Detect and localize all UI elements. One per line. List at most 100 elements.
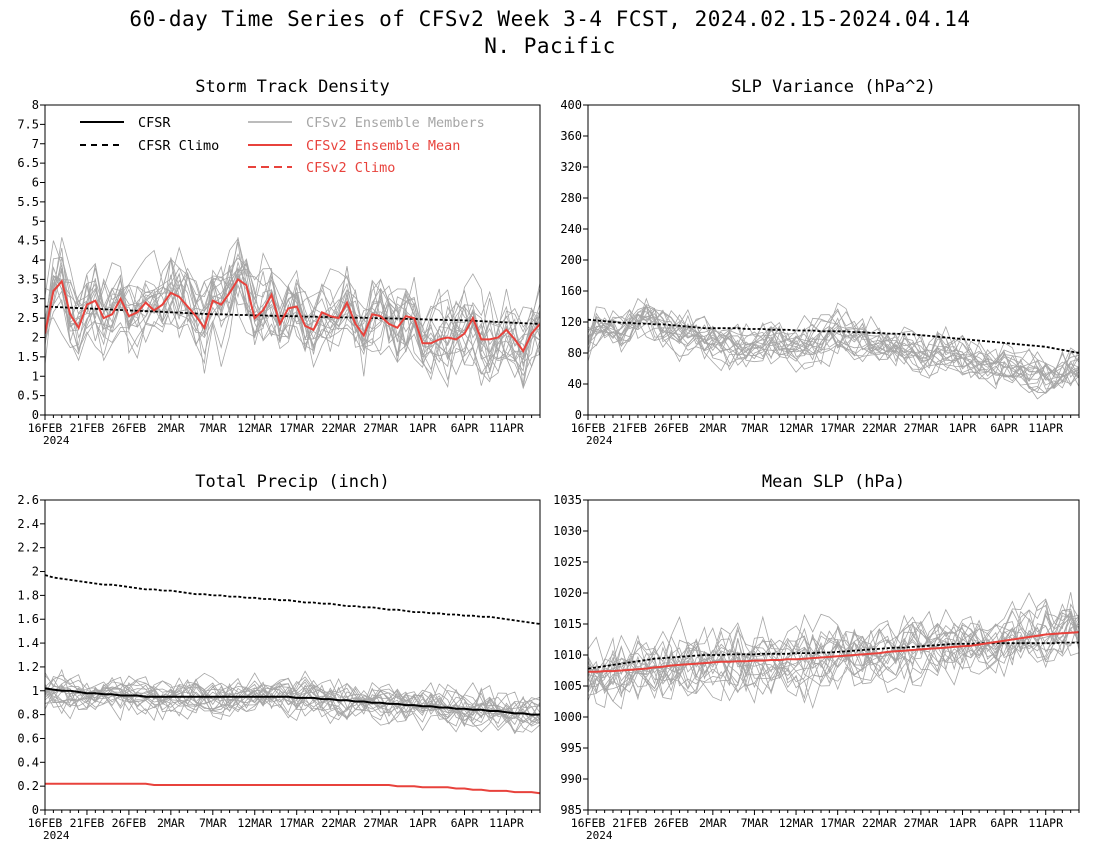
figure-title-block: 60-day Time Series of CFSv2 Week 3-4 FCS… [0, 6, 1100, 60]
x-tick-label: 21FEB [612, 421, 647, 435]
x-tick-label: 11APR [1028, 421, 1063, 435]
ensemble-member-line [588, 311, 1079, 393]
ensemble-member-line [45, 237, 540, 370]
ensemble-member-line [588, 304, 1079, 387]
x-tick-label: 7MAR [741, 816, 769, 830]
x-tick-label: 1APR [409, 816, 437, 830]
x-tick-label: 7MAR [741, 421, 769, 435]
y-tick-label: 1000 [553, 710, 582, 724]
ensemble-member-line [45, 258, 540, 376]
legend-label-cfsr: CFSR [138, 115, 171, 131]
ensemble-member-line [45, 668, 540, 719]
y-tick-label: 1010 [553, 648, 582, 662]
x-tick-label: 17MAR [820, 816, 855, 830]
x-tick-label: 1APR [409, 421, 437, 435]
y-tick-label: 160 [560, 284, 582, 298]
x-tick-label: 26FEB [112, 421, 147, 435]
y-tick-label: 320 [560, 160, 582, 174]
y-tick-label: 0 [575, 408, 582, 422]
y-tick-label: 0 [32, 803, 39, 817]
y-tick-label: 7 [32, 137, 39, 151]
series-cfsr-climo [588, 641, 1079, 670]
x-tick-label: 26FEB [112, 816, 147, 830]
x-tick-label: 6APR [990, 816, 1018, 830]
y-tick-label: 2.6 [17, 493, 39, 507]
x-tick-label: 27MAR [904, 816, 939, 830]
ensemble-member-line [588, 615, 1079, 704]
chart-panel-3: Total Precip (inch) 0 0.2 0.4 0.6 0.8 1 1.2 1.4 1… [17, 472, 541, 842]
y-tick-label: 80 [568, 346, 582, 360]
ensemble-member-line [45, 677, 540, 728]
x-tick-label: 6APR [990, 421, 1018, 435]
y-tick-label: 2 [32, 565, 39, 579]
x-tick-label: 6APR [451, 421, 479, 435]
legend-label-ensemble-mean: CFSv2 Ensemble Mean [306, 138, 460, 154]
y-tick-label: 6 [32, 176, 39, 190]
y-tick-label: 1.6 [17, 612, 39, 626]
x-tick-label: 27MAR [363, 816, 398, 830]
ensemble-member-line [588, 622, 1079, 697]
y-tick-label: 400 [560, 98, 582, 112]
series-ensemble-mean [45, 277, 540, 354]
plot-frame [587, 104, 1080, 416]
y-tick-label: 4 [32, 253, 39, 267]
x-tick-label: 22MAR [321, 816, 356, 830]
ensemble-member-line [45, 242, 540, 382]
x-tick-label: 27MAR [363, 421, 398, 435]
x-tick-label: 16FEB [28, 421, 63, 435]
x-tick-label: 6APR [451, 816, 479, 830]
x-tick-label: 22MAR [862, 421, 897, 435]
ensemble-member-line [588, 613, 1079, 693]
chart-title: Total Precip (inch) [195, 472, 389, 492]
ensemble-member-line [588, 611, 1079, 710]
ensemble-member-line [588, 603, 1079, 697]
y-tick-label: 200 [560, 253, 582, 267]
y-tick-label: 1015 [553, 617, 582, 631]
chart-panel-2: SLP Variance (hPa^2) 0 40 80 120 160 200 240 280… [560, 77, 1080, 447]
legend-label-cfsv2-climo: CFSv2 Climo [306, 160, 395, 176]
series-cfsv2-climo [45, 782, 540, 795]
y-tick-label: 1 [32, 369, 39, 383]
series-cfsr-climo [588, 318, 1079, 354]
y-tick-label: 0.5 [17, 389, 39, 403]
y-tick-label: 3 [32, 292, 39, 306]
x-tick-label: 21FEB [612, 816, 647, 830]
y-tick-label: 5.5 [17, 195, 39, 209]
ensemble-member-line [588, 308, 1079, 384]
y-tick-label: 1030 [553, 524, 582, 538]
x-tick-label: 17MAR [820, 421, 855, 435]
x-tick-label: 7MAR [199, 421, 227, 435]
y-tick-label: 0.2 [17, 779, 39, 793]
plot-area [45, 237, 540, 390]
y-tick-label: 360 [560, 129, 582, 143]
y-tick-label: 1.5 [17, 350, 39, 364]
ensemble-member-line [588, 609, 1079, 694]
plot-area [588, 592, 1079, 710]
x-tick-label: 1APR [949, 421, 977, 435]
x-tick-label: 26FEB [654, 816, 689, 830]
series-cfsv2-climo [588, 631, 1079, 673]
x-year-label: 2024 [586, 434, 613, 447]
legend-label-cfsr-climo: CFSR Climo [138, 138, 219, 154]
y-tick-label: 0 [32, 408, 39, 422]
y-tick-label: 6.5 [17, 156, 39, 170]
ensemble-member-line [588, 592, 1079, 697]
x-tick-label: 27MAR [904, 421, 939, 435]
ensemble-member-line [45, 678, 540, 733]
x-tick-label: 1APR [949, 816, 977, 830]
y-tick-label: 5 [32, 214, 39, 228]
chart-panel-1: Storm Track Density 0 0.5 1 1.5 2 2.5 3 3.5 4 4.5 5… [17, 77, 541, 447]
ensemble-member-line [45, 677, 540, 726]
figure-title: 60-day Time Series of CFSv2 Week 3-4 FCS… [129, 7, 971, 31]
y-tick-label: 2.2 [17, 541, 39, 555]
y-tick-label: 8 [32, 98, 39, 112]
y-tick-label: 2.5 [17, 311, 39, 325]
y-tick-label: 1 [32, 684, 39, 698]
chart-title: SLP Variance (hPa^2) [731, 77, 936, 97]
y-tick-label: 240 [560, 222, 582, 236]
ensemble-member-line [588, 297, 1079, 400]
x-tick-label: 2MAR [157, 816, 185, 830]
y-tick-label: 1.8 [17, 588, 39, 602]
plot-area [588, 297, 1079, 400]
